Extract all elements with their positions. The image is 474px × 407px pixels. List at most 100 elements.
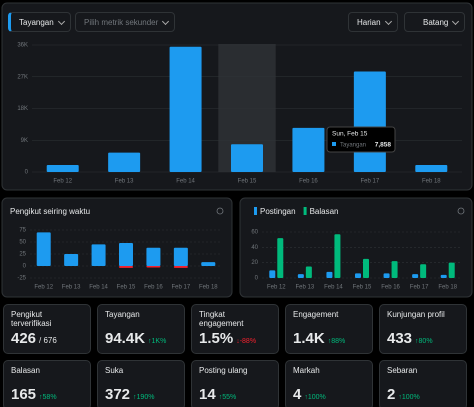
bar <box>173 266 188 268</box>
stat-value: 433 <box>387 330 413 347</box>
bar <box>326 271 333 278</box>
stat-label: Markah <box>293 366 320 375</box>
charts: Pengikut seiring waktu 0 9K 18K 27K 36K Feb 1… <box>1 2 473 298</box>
x-tick-label: Feb 14 <box>324 285 343 291</box>
stat-change: ↑100% <box>398 394 420 401</box>
stat-value: 4 <box>293 386 302 403</box>
bar <box>391 261 398 278</box>
stat-value: 94.4K <box>105 330 146 347</box>
tooltip-title: Sun, Feb 15 <box>332 131 368 138</box>
info-icon[interactable] <box>457 207 465 215</box>
stat-label: Pengikut terverifikasi <box>11 310 52 328</box>
x-tick-label: Feb 17 <box>410 285 429 291</box>
bar <box>36 232 51 266</box>
stat-change: ↑190% <box>133 394 155 401</box>
stat-card: Balasan 165 ↑58% <box>3 360 91 407</box>
bar <box>353 71 386 172</box>
bar <box>415 164 448 172</box>
y-tick-label: -25 <box>17 276 26 282</box>
stat-label: Balasan <box>11 366 40 375</box>
x-tick-label: Feb 15 <box>117 285 136 291</box>
stat-label: Kunjungan profil <box>387 310 445 319</box>
bar <box>269 270 276 278</box>
info-icon[interactable] <box>216 207 224 215</box>
legend-swatch <box>254 207 257 215</box>
stat-change: ↑58% <box>39 394 57 401</box>
stat-change: ↑55% <box>218 394 237 401</box>
x-tick-label: Feb 12 <box>267 285 286 291</box>
style-select[interactable]: Batang <box>404 12 466 32</box>
bar <box>119 242 133 266</box>
y-tick-label: 27K <box>17 74 28 80</box>
legend-swatch <box>303 207 307 215</box>
tooltip-box <box>326 126 396 153</box>
stat-total: / 676 <box>39 336 57 345</box>
stat-value: 1.4K <box>293 330 325 347</box>
stat-change: ↓-88% <box>236 338 257 345</box>
y-tick-label: 0 <box>25 170 29 176</box>
stat-label: Engagement <box>293 310 339 319</box>
stat-label: Sebaran <box>387 366 418 375</box>
bar <box>201 262 216 266</box>
x-tick-label: Feb 15 <box>238 179 257 185</box>
stat-label: Suka <box>105 366 124 375</box>
stat-card: Engagement 1.4K ↑88% <box>285 304 373 354</box>
x-tick-label: Feb 13 <box>296 285 315 291</box>
y-tick-label: 9K <box>21 138 28 144</box>
bar <box>412 274 419 278</box>
stat-card: Tingkat engagement 1.5% ↓-88% <box>191 304 279 354</box>
stat-label: Tingkat engagement <box>199 310 244 328</box>
x-tick-label: Feb 18 <box>422 179 441 185</box>
stat-card: Suka 372 ↑190% <box>97 360 185 407</box>
y-tick-label: 36K <box>17 43 28 49</box>
followers-panel <box>1 197 233 298</box>
x-tick-label: Feb 16 <box>299 179 318 185</box>
tooltip-swatch <box>332 142 336 146</box>
stat-change: ↑80% <box>415 338 433 345</box>
x-tick-label: Feb 16 <box>381 285 400 291</box>
y-tick-label: 20 <box>251 260 258 266</box>
stat-value: 2 <box>387 386 396 403</box>
bar <box>169 46 202 173</box>
period-select[interactable]: Harian <box>348 12 398 32</box>
bar <box>297 274 304 278</box>
y-tick-label: 0 <box>255 276 259 282</box>
x-tick-label: Feb 17 <box>361 179 380 185</box>
y-tick-label: 0 <box>23 264 27 270</box>
bar <box>363 258 369 278</box>
y-tick-label: 60 <box>251 230 258 236</box>
y-tick-label: 75 <box>19 228 26 234</box>
tooltip-label: Tayangan <box>340 143 366 149</box>
stat-label: Tayangan <box>105 310 140 319</box>
bar <box>277 238 284 278</box>
bar <box>46 164 79 172</box>
x-tick-label: Feb 17 <box>172 285 191 291</box>
y-tick-label: 40 <box>251 245 258 251</box>
bar <box>292 127 325 172</box>
stat-card: Sebaran 2 ↑100% <box>379 360 467 407</box>
bar <box>355 273 361 278</box>
stat-card: Kunjungan profil 433 ↑80% <box>379 304 467 354</box>
bar <box>146 266 161 268</box>
y-tick-label: 25 <box>19 252 26 258</box>
bar <box>305 266 312 278</box>
stat-change: ↑88% <box>327 338 346 345</box>
secondary-select[interactable]: Pilih metrik sekunder <box>75 12 176 32</box>
x-tick-label: Feb 12 <box>34 285 53 291</box>
metric-select[interactable]: Tayangan <box>8 12 71 32</box>
x-tick-label: Feb 16 <box>144 285 163 291</box>
bar <box>119 266 133 268</box>
bar <box>231 144 263 172</box>
x-tick-label: Feb 15 <box>353 285 372 291</box>
bar <box>383 273 390 278</box>
stat-card: Tayangan 94.4K ↑1K% <box>97 304 185 354</box>
stat-value: 165 <box>11 386 37 403</box>
x-tick-label: Feb 18 <box>438 285 457 291</box>
legend-label: Postingan <box>260 207 296 216</box>
x-tick-label: Feb 12 <box>53 179 72 185</box>
bar <box>420 264 427 278</box>
y-tick-label: 50 <box>19 240 26 246</box>
bar <box>91 244 106 266</box>
x-tick-label: Feb 14 <box>176 179 195 185</box>
